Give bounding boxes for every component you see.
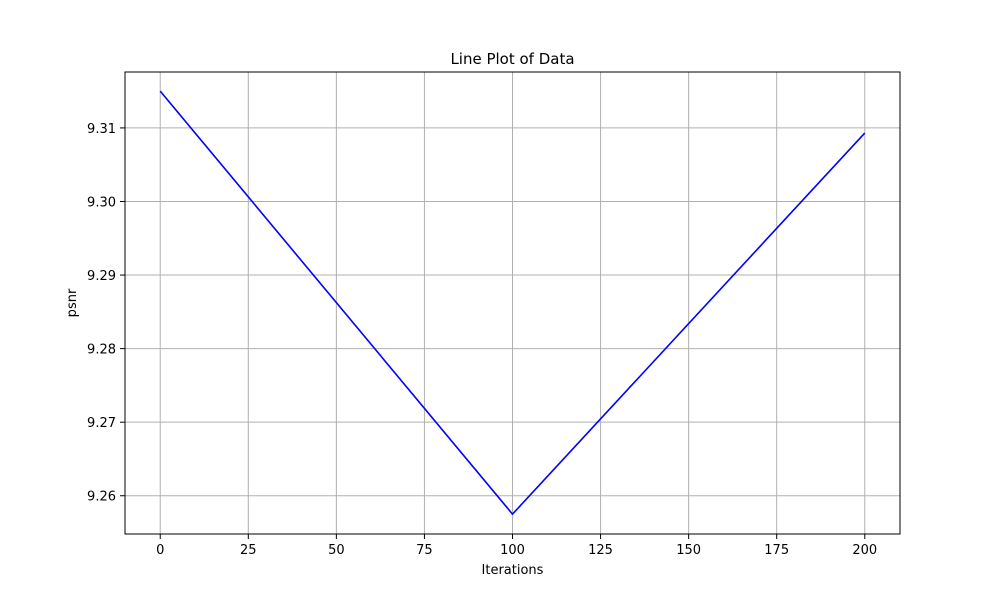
x-tick-label: 25 <box>240 543 257 558</box>
x-axis-label: Iterations <box>482 563 544 578</box>
x-tick-label: 125 <box>588 543 613 558</box>
series-line <box>159 90 866 515</box>
x-axis-ticks: 0 25 50 75 100 125 150 175 200 <box>156 534 877 558</box>
y-tick-label: 9.29 <box>87 269 116 284</box>
x-tick-label: 0 <box>156 543 164 558</box>
chart-title: Line Plot of Data <box>450 50 574 68</box>
x-tick-label: 75 <box>416 543 433 558</box>
x-tick-label: 100 <box>500 543 525 558</box>
x-tick-label: 50 <box>328 543 345 558</box>
x-tick-label: 150 <box>676 543 701 558</box>
x-tick-label: 175 <box>764 543 789 558</box>
series-layer <box>159 90 866 515</box>
grid-lines <box>125 72 900 534</box>
y-tick-label: 9.26 <box>87 490 116 505</box>
y-tick-label: 9.31 <box>87 122 116 137</box>
y-tick-label: 9.28 <box>87 343 116 358</box>
y-tick-label: 9.27 <box>87 416 116 431</box>
y-axis-ticks: 9.26 9.27 9.28 9.29 9.30 9.31 <box>87 122 125 505</box>
y-tick-label: 9.30 <box>87 195 116 210</box>
x-tick-label: 200 <box>852 543 877 558</box>
y-axis-label: psnr <box>65 288 80 317</box>
